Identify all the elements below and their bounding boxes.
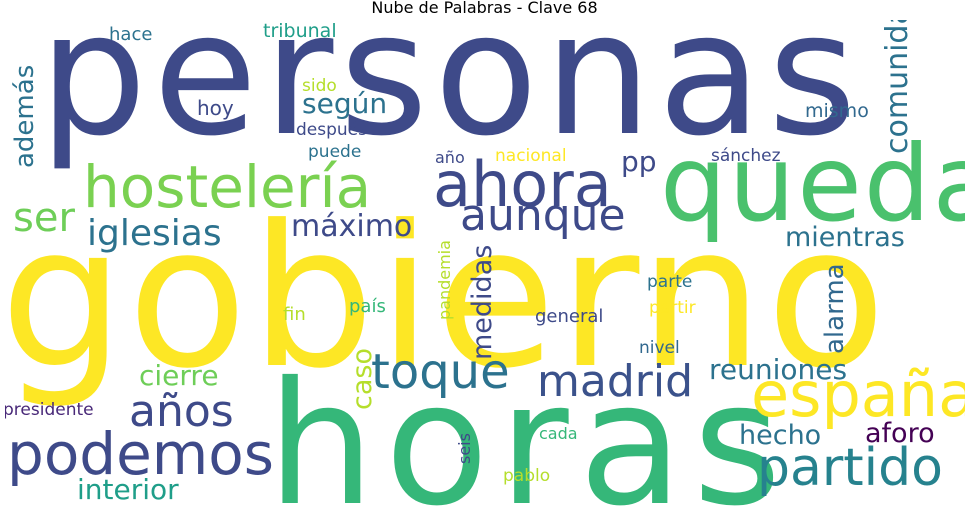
word-partido: partido	[757, 438, 943, 498]
word-toque: toque	[371, 344, 510, 400]
word-reuniones: reuniones	[709, 353, 848, 386]
word-ano: año	[435, 148, 465, 167]
word-sanchez: sánchez	[711, 146, 781, 166]
word-puede: puede	[308, 142, 362, 162]
word-iglesias: iglesias	[87, 213, 222, 254]
word-tribunal: tribunal	[263, 20, 337, 42]
word-medidas: medidas	[467, 244, 498, 360]
word-fin: fin	[283, 304, 306, 325]
word-despues: después	[296, 120, 367, 140]
word-parte: parte	[647, 272, 693, 292]
word-cada: cada	[539, 424, 578, 443]
word-pandemia: pandemia	[435, 240, 454, 320]
word-hecho: hecho	[739, 420, 822, 451]
word-podemos: podemos	[7, 420, 275, 488]
word-cloud: personas gobierno horas queda hostelería…	[5, 20, 965, 507]
word-queda: queda	[660, 123, 965, 245]
word-pablo: pablo	[503, 466, 551, 486]
figure-title: Nube de Palabras - Clave 68	[371, 0, 598, 17]
word-sido: sido	[302, 76, 337, 96]
word-hace: hace	[109, 24, 153, 45]
word-mientras: mientras	[785, 222, 905, 253]
word-interior: interior	[77, 473, 179, 506]
word-nacional: nacional	[495, 146, 567, 166]
word-general: general	[535, 306, 604, 327]
word-caso: caso	[347, 348, 378, 410]
word-nivel: nivel	[639, 338, 680, 358]
word-comunidad: comunidad	[880, 20, 915, 154]
word-horas: horas	[267, 346, 792, 507]
word-alarma: alarma	[820, 263, 850, 354]
word-seis: seis	[455, 433, 474, 464]
word-pp: pp	[621, 145, 657, 178]
word-aunque: aunque	[460, 190, 626, 241]
word-aforo: aforo	[865, 418, 935, 449]
word-presidente: presidente	[5, 400, 94, 420]
word-partir: partir	[649, 298, 696, 318]
word-cierre: cierre	[139, 359, 219, 392]
word-hosteleria: hostelería	[83, 153, 372, 221]
word-ademas: además	[10, 64, 40, 168]
word-espana: españa	[751, 358, 965, 431]
word-personas: personas	[39, 20, 863, 174]
word-maximo: máximo	[291, 209, 413, 244]
word-hoy: hoy	[197, 96, 234, 120]
word-ser: ser	[13, 195, 75, 241]
word-mismo: mismo	[805, 100, 869, 122]
word-madrid: madrid	[537, 356, 693, 407]
word-gobierno: gobierno	[5, 184, 890, 412]
word-pais: país	[349, 296, 386, 317]
word-segun: según	[302, 87, 388, 120]
word-anos: años	[129, 386, 234, 437]
word-ahora: ahora	[433, 148, 612, 221]
